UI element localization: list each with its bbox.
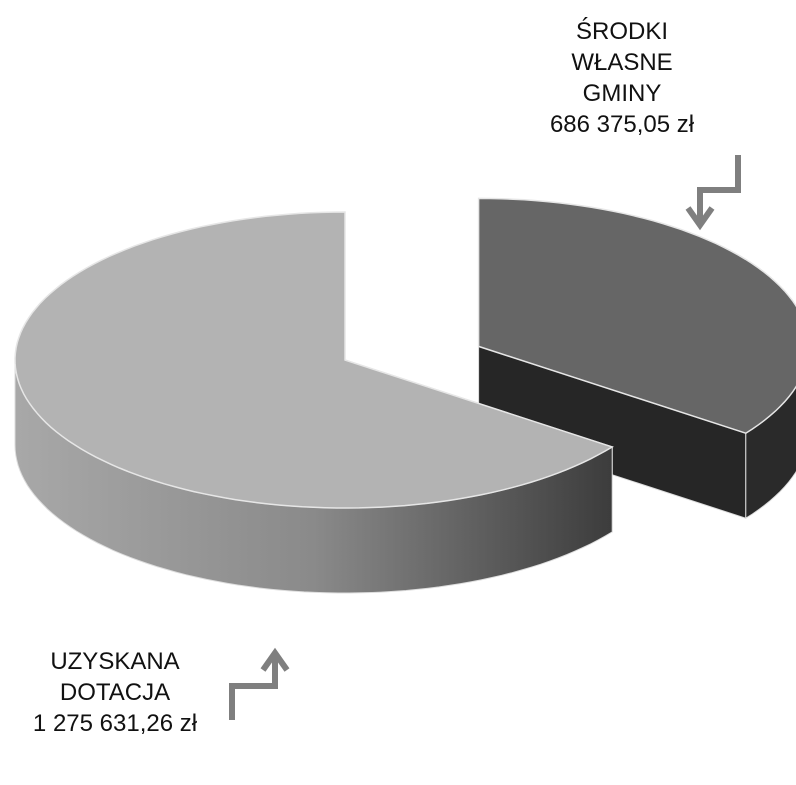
arrow-head xyxy=(260,647,290,672)
value-label: 686 375,05 zł xyxy=(549,111,695,138)
category-label: ŚRODKI WŁASNE GMINY xyxy=(571,18,673,107)
slice-side xyxy=(745,385,796,520)
label-block: UZYSKANA DOTACJA 1 275 631,26 zł xyxy=(25,646,205,739)
slice xyxy=(14,211,615,509)
pie xyxy=(14,197,796,594)
arrow-head xyxy=(685,206,715,231)
arrow xyxy=(229,655,278,720)
slice xyxy=(477,197,796,435)
category-label: UZYSKANA DOTACJA xyxy=(50,648,180,706)
label-block: ŚRODKI WŁASNE GMINY 686 375,05 zł xyxy=(532,16,712,140)
value-label: 1 275 631,26 zł xyxy=(32,710,198,737)
arrow xyxy=(697,155,741,222)
